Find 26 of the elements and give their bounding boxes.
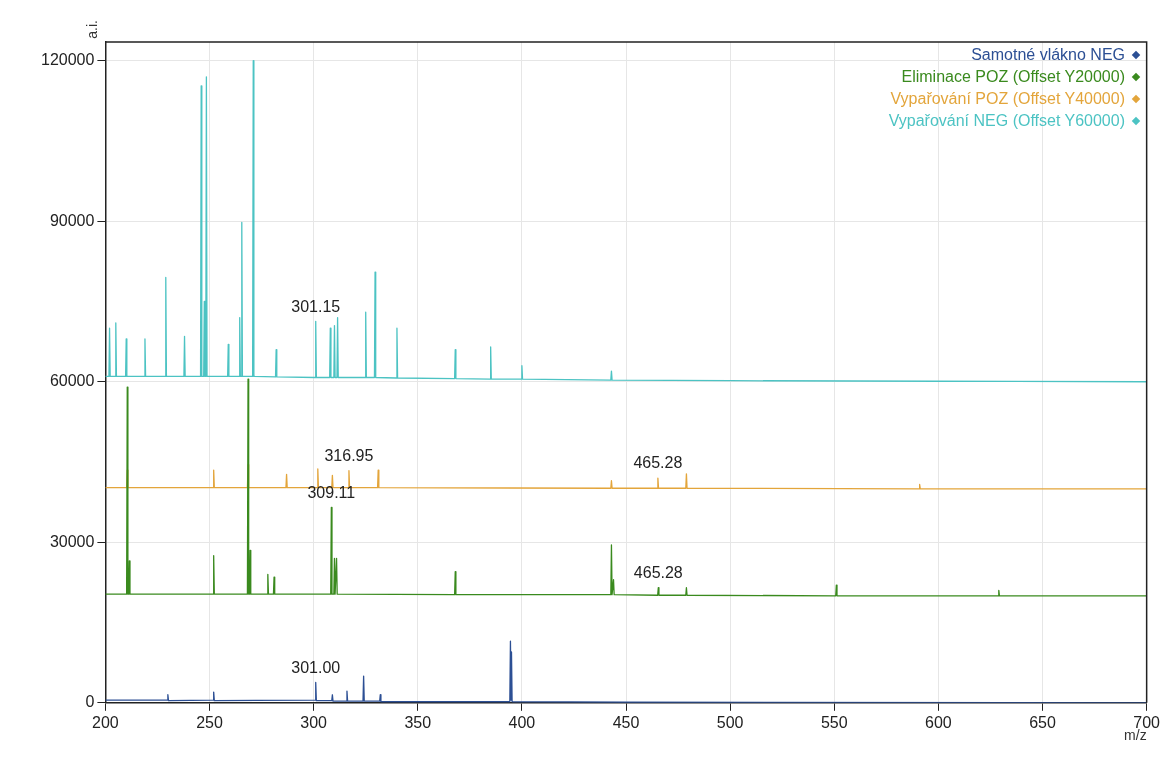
annotation: 301.15 [291, 297, 341, 315]
x-tick-label: 550 [820, 713, 848, 731]
x-tick-label: 400 [508, 713, 536, 731]
x-tick-label: 500 [716, 713, 744, 731]
x-tick-label: 450 [612, 713, 640, 731]
y-axis-title: a.i. [84, 20, 101, 39]
y-tick-label: 30000 [49, 532, 95, 550]
legend-label: Vypařování POZ (Offset Y40000) [890, 89, 1125, 109]
x-tick-label: 650 [1029, 713, 1056, 731]
annotation: 309.11 [307, 483, 356, 501]
y-tick-label: 60000 [49, 372, 95, 390]
legend-label: Eliminace POZ (Offset Y20000) [901, 67, 1125, 87]
x-tick-label: 250 [196, 713, 223, 731]
annotation: 465.28 [633, 454, 683, 472]
x-tick-label: 300 [300, 713, 328, 731]
legend-label: Samotné vlákno NEG [971, 45, 1125, 65]
y-tick-label: 0 [85, 693, 95, 711]
annotation: 316.95 [324, 446, 374, 464]
y-tick-label: 90000 [49, 211, 95, 229]
x-tick-label: 600 [925, 713, 952, 731]
y-tick-label: 120000 [41, 51, 95, 69]
x-tick-label: 350 [404, 713, 432, 731]
annotation: 301.00 [291, 658, 341, 676]
annotation: 465.28 [633, 564, 683, 582]
x-tick-label: 200 [92, 713, 119, 731]
legend-label: Vypařování NEG (Offset Y60000) [888, 111, 1125, 131]
